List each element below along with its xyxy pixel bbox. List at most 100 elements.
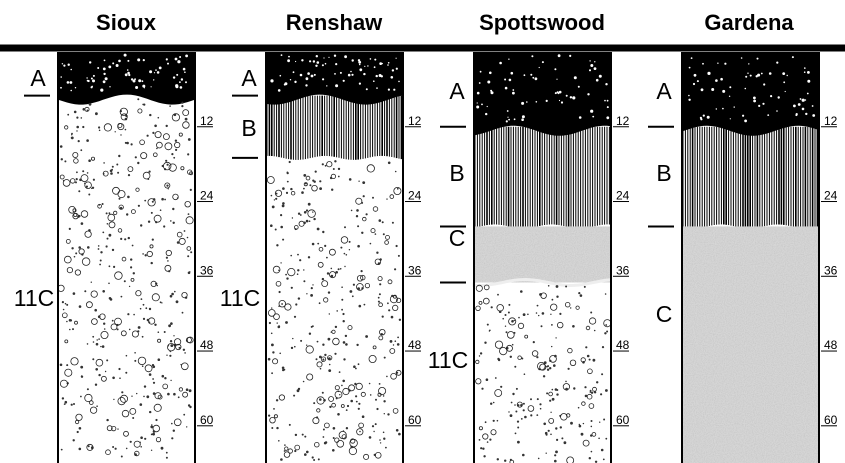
gravel-pebble	[596, 381, 599, 384]
topsoil-speck	[807, 79, 811, 83]
topsoil-speck	[573, 76, 577, 80]
gravel-pebble	[604, 293, 607, 295]
topsoil-speck	[86, 79, 89, 82]
gravel-pebble	[478, 439, 481, 441]
gravel-pebble	[304, 182, 307, 185]
topsoil-speck	[512, 89, 515, 91]
gravel-pebble	[335, 397, 338, 400]
horizon-topsoil	[682, 52, 819, 136]
gravel-pebble	[578, 292, 581, 295]
gravel-pebble	[165, 124, 168, 128]
gravel-pebble	[105, 449, 111, 456]
gravel-pebble	[151, 200, 154, 203]
topsoil-speck	[374, 58, 377, 61]
gravel-pebble	[341, 286, 343, 289]
gravel-pebble	[551, 388, 554, 391]
gravel-pebble	[372, 206, 379, 212]
gravel-pebble	[395, 369, 402, 376]
gravel-pebble	[354, 382, 357, 386]
topsoil-speck	[310, 74, 314, 78]
gravel-pebble	[152, 392, 156, 395]
gravel-pebble	[75, 181, 77, 184]
gravel-pebble	[131, 395, 133, 397]
gravel-pebble	[182, 348, 186, 351]
gravel-pebble	[110, 323, 118, 331]
gravel-pebble	[515, 410, 518, 413]
gravel-pebble	[118, 367, 121, 371]
gravel-pebble	[586, 393, 593, 400]
gravel-pebble	[348, 249, 351, 251]
gravel-pebble	[64, 255, 72, 264]
gravel-pebble	[278, 440, 280, 442]
gravel-pebble	[356, 209, 359, 212]
gravel-pebble	[310, 287, 313, 290]
gravel-pebble	[355, 382, 363, 390]
gravel-pebble	[330, 274, 334, 278]
gravel-pebble	[164, 198, 167, 201]
horizon-label: C	[656, 301, 673, 327]
gravel-pebble	[270, 332, 273, 335]
gravel-pebble	[395, 429, 399, 432]
gravel-pebble	[593, 391, 597, 394]
gravel-pebble	[117, 123, 125, 131]
topsoil-speck	[373, 80, 375, 82]
gravel-pebble	[323, 297, 329, 303]
gravel-pebble	[590, 391, 594, 394]
depth-scale: 12 24 36 48 60	[405, 114, 422, 427]
gravel-pebble	[484, 421, 487, 424]
gravel-pebble	[135, 187, 140, 192]
gravel-pebble	[307, 256, 311, 259]
gravel-pebble	[555, 427, 558, 430]
topsoil-speck	[335, 84, 339, 88]
gravel-pebble	[327, 355, 333, 361]
topsoil-speck	[532, 76, 535, 79]
topsoil-speck	[762, 102, 765, 105]
gravel-pebble	[332, 437, 335, 439]
gravel-pebble	[267, 309, 276, 317]
gravel-pebble	[62, 312, 68, 319]
gravel-pebble	[129, 440, 132, 443]
gravel-pebble	[148, 321, 151, 324]
gravel-pebble	[350, 209, 353, 212]
depth-tick-label: 36	[616, 263, 630, 277]
gravel-pebble	[551, 324, 553, 326]
topsoil-speck	[702, 62, 704, 65]
gravel-pebble	[153, 403, 162, 412]
topsoil-speck	[172, 76, 176, 79]
gravel-pebble	[159, 209, 162, 211]
gravel-pebble	[106, 418, 109, 422]
gravel-pebble	[516, 401, 523, 408]
topsoil-speck	[556, 78, 558, 80]
gravel-pebble	[523, 373, 526, 376]
gravel-pebble	[307, 202, 311, 206]
gravel-pebble	[332, 449, 335, 452]
gravel-pebble	[167, 392, 170, 396]
gravel-pebble	[502, 317, 505, 320]
topsoil-speck	[749, 74, 752, 77]
gravel-pebble	[509, 414, 513, 417]
topsoil-speck	[521, 118, 524, 121]
gravel-pebble	[550, 313, 552, 315]
gravel-pebble	[74, 269, 82, 276]
gravel-pebble	[119, 107, 128, 116]
topsoil-speck	[185, 54, 189, 58]
topsoil-speck	[108, 65, 112, 69]
gravel-pebble	[322, 343, 325, 346]
gravel-pebble	[175, 343, 182, 351]
gravel-pebble	[559, 426, 562, 429]
gravel-pebble	[361, 231, 364, 234]
gravel-pebble	[86, 139, 89, 142]
topsoil-speck	[358, 60, 362, 64]
gravel-pebble	[181, 105, 184, 108]
gravel-pebble	[483, 284, 490, 291]
topsoil-speck	[499, 61, 502, 65]
gravel-pebble	[543, 361, 547, 365]
gravel-pebble	[507, 311, 510, 314]
topsoil-speck	[328, 56, 330, 59]
topsoil-speck	[155, 69, 157, 71]
gravel-pebble	[170, 379, 172, 382]
topsoil-speck	[604, 99, 606, 102]
gravel-pebble	[549, 399, 552, 402]
gravel-pebble	[382, 431, 385, 434]
gravel-pebble	[106, 425, 113, 432]
